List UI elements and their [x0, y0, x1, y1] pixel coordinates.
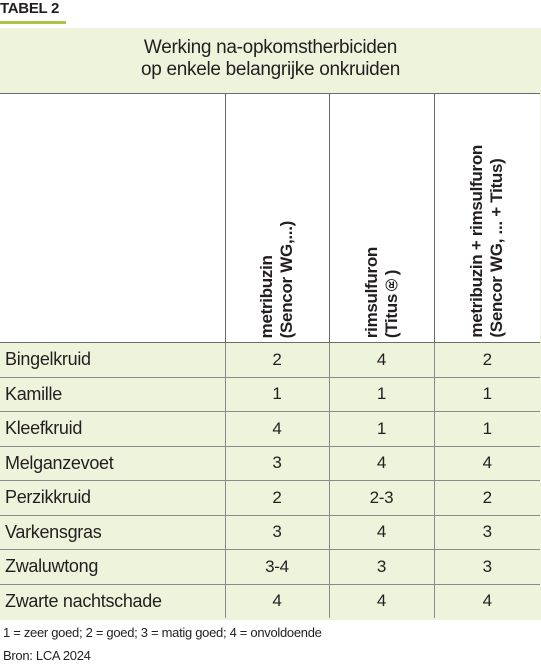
table-row: Bingelkruid 2 4 2 — [0, 342, 540, 377]
score-combination: 2 — [433, 342, 540, 377]
weed-name: Zwarte nachtschade — [0, 583, 225, 618]
table-row: Perzikkruid 2 2-3 2 — [0, 480, 540, 515]
score-combination: 2 — [433, 480, 540, 515]
header-rimsulfuron-line-1: rimsulfuron — [361, 246, 381, 338]
header-row: metribuzin (Sencor WG,...) rimsulfuron (… — [0, 93, 540, 343]
weed-name: Kamille — [0, 376, 225, 412]
score-combination: 1 — [433, 411, 540, 446]
header-metribuzin: metribuzin (Sencor WG,...) — [224, 93, 329, 343]
score-metribuzin: 4 — [224, 583, 329, 618]
herbicide-table: metribuzin (Sencor WG,...) rimsulfuron (… — [0, 93, 540, 618]
table-row: Kleefkruid 4 1 1 — [0, 411, 540, 446]
header-combination-label: metribuzin + rimsulfuron (Sencor WG, ...… — [467, 145, 507, 338]
table-title: Werking na-opkomstherbiciden op enkele b… — [0, 37, 541, 81]
score-rimsulfuron: 4 — [328, 445, 434, 481]
score-rimsulfuron: 3 — [328, 549, 434, 584]
header-combination: metribuzin + rimsulfuron (Sencor WG, ...… — [433, 93, 540, 343]
score-rimsulfuron: 4 — [328, 583, 434, 618]
score-combination: 4 — [433, 583, 540, 618]
table-row: Melganzevoet 3 4 4 — [0, 445, 540, 481]
header-rimsulfuron-line-2: (Titus®) — [381, 269, 401, 338]
score-combination: 1 — [433, 376, 540, 412]
score-combination: 4 — [433, 445, 540, 481]
weed-name: Zwaluwtong — [0, 549, 225, 584]
table-row: Varkensgras 3 4 3 — [0, 514, 540, 550]
header-combination-line-2: (Sencor WG, ... + Titus) — [487, 158, 507, 338]
weed-name: Bingelkruid — [0, 342, 225, 377]
header-combination-line-1: metribuzin + rimsulfuron — [467, 145, 487, 338]
weed-name: Perzikkruid — [0, 480, 225, 515]
score-metribuzin: 1 — [224, 376, 329, 412]
weed-name: Varkensgras — [0, 514, 225, 550]
score-rimsulfuron: 4 — [328, 514, 434, 550]
score-metribuzin: 4 — [224, 411, 329, 446]
score-metribuzin: 3 — [224, 514, 329, 550]
header-rimsulfuron-label: rimsulfuron (Titus®) — [362, 247, 402, 338]
title-line-1: Werking na-opkomstherbiciden — [143, 37, 398, 58]
table-label: TABEL 2 — [0, 0, 60, 17]
weed-name: Melganzevoet — [0, 445, 225, 481]
table-row: Zwaluwtong 3-4 3 3 — [0, 549, 540, 584]
title-line-2: op enkele belangrijke onkruiden — [140, 59, 400, 80]
score-combination: 3 — [433, 549, 540, 584]
score-rimsulfuron: 2-3 — [328, 480, 434, 515]
table-row: Zwarte nachtschade 4 4 4 — [0, 583, 540, 618]
table-row: Kamille 1 1 1 — [0, 376, 540, 412]
legend-note: 1 = zeer goed; 2 = goed; 3 = matig goed;… — [3, 625, 322, 640]
score-metribuzin: 3-4 — [224, 549, 329, 584]
score-metribuzin: 2 — [224, 342, 329, 377]
source-note: Bron: LCA 2024 — [3, 648, 91, 663]
score-metribuzin: 2 — [224, 480, 329, 515]
score-rimsulfuron: 4 — [328, 342, 434, 377]
header-weed-column — [0, 93, 225, 343]
score-combination: 3 — [433, 514, 540, 550]
header-rimsulfuron: rimsulfuron (Titus®) — [328, 93, 434, 343]
header-metribuzin-line-1: metribuzin — [257, 255, 276, 338]
label-accent-bar — [0, 21, 66, 24]
header-metribuzin-line-2: (Sencor WG,...) — [277, 220, 296, 338]
score-rimsulfuron: 1 — [328, 376, 434, 412]
weed-name: Kleefkruid — [0, 411, 225, 446]
header-metribuzin-label: metribuzin (Sencor WG,...) — [257, 221, 297, 338]
score-rimsulfuron: 1 — [328, 411, 434, 446]
score-metribuzin: 3 — [224, 445, 329, 481]
